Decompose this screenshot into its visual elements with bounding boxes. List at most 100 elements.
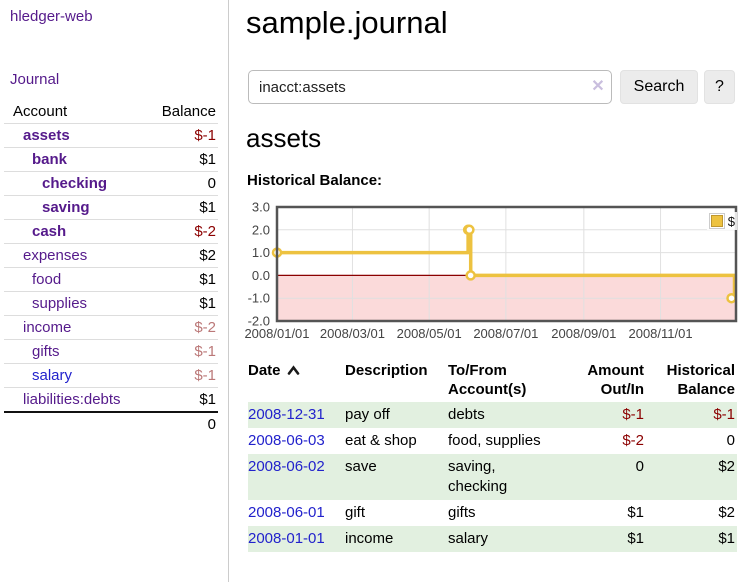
svg-text:-1.0: -1.0 <box>248 291 270 306</box>
account-row: saving $1 <box>4 195 218 220</box>
accounts-header-balance: Balance <box>141 100 218 124</box>
transaction-row: 2008-12-31 pay off debts $-1 $-1 <box>248 402 737 428</box>
svg-text:3.0: 3.0 <box>252 202 270 215</box>
search-input[interactable] <box>248 70 612 104</box>
svg-text:2008/09/01: 2008/09/01 <box>551 326 616 341</box>
account-row: food $1 <box>4 267 218 292</box>
account-balance: $1 <box>141 267 218 292</box>
register-header-date[interactable]: Date <box>248 358 345 402</box>
page-title: sample.journal <box>246 5 448 40</box>
account-link[interactable]: cash <box>32 223 67 240</box>
transaction-date-link[interactable]: 2008-12-31 <box>248 406 325 423</box>
account-balance: $-1 <box>141 339 218 364</box>
transaction-description: save <box>345 458 377 475</box>
transaction-balance: $2 <box>718 458 735 475</box>
account-row: cash $-2 <box>4 219 218 244</box>
transaction-accounts: gifts <box>448 504 476 521</box>
sidebar-item-journal[interactable]: Journal <box>10 71 60 88</box>
account-balance: $-2 <box>141 219 218 244</box>
transaction-date-link[interactable]: 2008-06-02 <box>248 458 325 475</box>
transaction-description: gift <box>345 504 366 521</box>
account-link[interactable]: salary <box>32 367 73 384</box>
account-balance: $1 <box>141 291 218 316</box>
historical-balance-chart: 3.0 2.0 1.0 0.0 -1.0 -2.0 2008/01/01 2008/03/01… <box>244 200 742 347</box>
account-balance: $-1 <box>141 123 218 148</box>
register-header-description[interactable]: Description <box>345 362 428 379</box>
account-row: gifts $-1 <box>4 339 218 364</box>
account-balance: $2 <box>141 243 218 268</box>
transaction-row: 2008-06-01 gift gifts $1 $2 <box>248 500 737 526</box>
svg-text:1.0: 1.0 <box>252 245 270 260</box>
account-heading: assets <box>246 123 322 153</box>
account-balance: $-2 <box>141 315 218 340</box>
transaction-date-link[interactable]: 2008-06-01 <box>248 504 325 521</box>
transaction-amount: $1 <box>627 504 644 521</box>
svg-text:2008/01/01: 2008/01/01 <box>244 326 309 341</box>
account-link[interactable]: assets <box>23 127 70 144</box>
transaction-accounts: salary <box>448 530 489 547</box>
account-row: income $-2 <box>4 315 218 340</box>
help-button[interactable]: ? <box>704 70 735 104</box>
register-table: Date Description To/From Account(s) Amoun… <box>248 358 737 552</box>
accounts-table-header: Account Balance <box>4 100 218 124</box>
transaction-date-link[interactable]: 2008-06-03 <box>248 432 325 449</box>
transaction-amount: $-2 <box>622 432 644 449</box>
account-balance: 0 <box>141 171 218 196</box>
register-header-amount[interactable]: Amount Out/In <box>587 362 644 398</box>
account-link[interactable]: liabilities:debts <box>23 391 121 408</box>
account-link[interactable]: supplies <box>32 295 88 312</box>
account-link[interactable]: income <box>23 319 72 336</box>
account-balance: $1 <box>141 195 218 220</box>
clear-search-icon[interactable]: ✕ <box>591 78 605 95</box>
legend-label: $ <box>727 213 735 229</box>
account-row: assets $-1 <box>4 123 218 148</box>
svg-text:2008/03/01: 2008/03/01 <box>320 326 385 341</box>
account-row: salary $-1 <box>4 363 218 388</box>
accounts-total-balance: 0 <box>141 411 218 436</box>
transaction-description: pay off <box>345 406 390 423</box>
chart-legend: $ <box>706 212 737 230</box>
svg-text:2008/05/01: 2008/05/01 <box>397 326 462 341</box>
transaction-row: 2008-06-03 eat & shop food, supplies $-2… <box>248 428 737 454</box>
legend-swatch-icon <box>710 215 723 227</box>
sort-asc-icon <box>287 361 300 380</box>
transaction-description: eat & shop <box>345 432 417 449</box>
account-link[interactable]: saving <box>42 199 90 216</box>
transaction-balance: $2 <box>718 504 735 521</box>
svg-text:2.0: 2.0 <box>252 222 270 237</box>
register-header-accounts[interactable]: To/From Account(s) <box>448 362 527 398</box>
chart-title: Historical Balance: <box>247 172 383 189</box>
register-header-balance[interactable]: Historical Balance <box>666 362 735 398</box>
transaction-row: 2008-06-02 save saving, checking 0 $2 <box>248 454 737 500</box>
account-link[interactable]: bank <box>32 151 68 168</box>
accounts-total-row: 0 <box>4 411 218 436</box>
transaction-row: 2008-01-01 income salary $1 $1 <box>248 526 737 552</box>
svg-text:-2.0: -2.0 <box>248 314 270 329</box>
svg-text:2008/11/01: 2008/11/01 <box>628 326 692 341</box>
app-brand-link[interactable]: hledger-web <box>10 8 93 25</box>
legend-swatch-box <box>708 213 725 229</box>
svg-text:2008/07/01: 2008/07/01 <box>473 326 538 341</box>
transaction-balance: $1 <box>718 530 735 547</box>
accounts-header-account: Account <box>4 100 142 124</box>
transaction-amount: 0 <box>635 458 644 475</box>
search-button[interactable]: Search <box>620 70 698 104</box>
register-header-row: Date Description To/From Account(s) Amoun… <box>248 358 737 402</box>
account-balance: $1 <box>141 147 218 172</box>
accounts-table: Account Balance assets $-1 bank $1 check… <box>4 100 218 436</box>
account-row: bank $1 <box>4 147 218 172</box>
transaction-date-link[interactable]: 2008-01-01 <box>248 530 325 547</box>
account-link[interactable]: checking <box>42 175 108 192</box>
transaction-balance: $-1 <box>713 406 735 423</box>
account-link[interactable]: food <box>32 271 62 288</box>
transaction-description: income <box>345 530 394 547</box>
account-link[interactable]: gifts <box>32 343 60 360</box>
transaction-accounts: debts <box>448 406 485 423</box>
transaction-balance: 0 <box>726 432 735 449</box>
account-row: checking 0 <box>4 171 218 196</box>
account-link[interactable]: expenses <box>23 247 88 264</box>
account-row: expenses $2 <box>4 243 218 268</box>
svg-text:0.0: 0.0 <box>252 268 270 283</box>
account-row: liabilities:debts $1 <box>4 387 218 413</box>
